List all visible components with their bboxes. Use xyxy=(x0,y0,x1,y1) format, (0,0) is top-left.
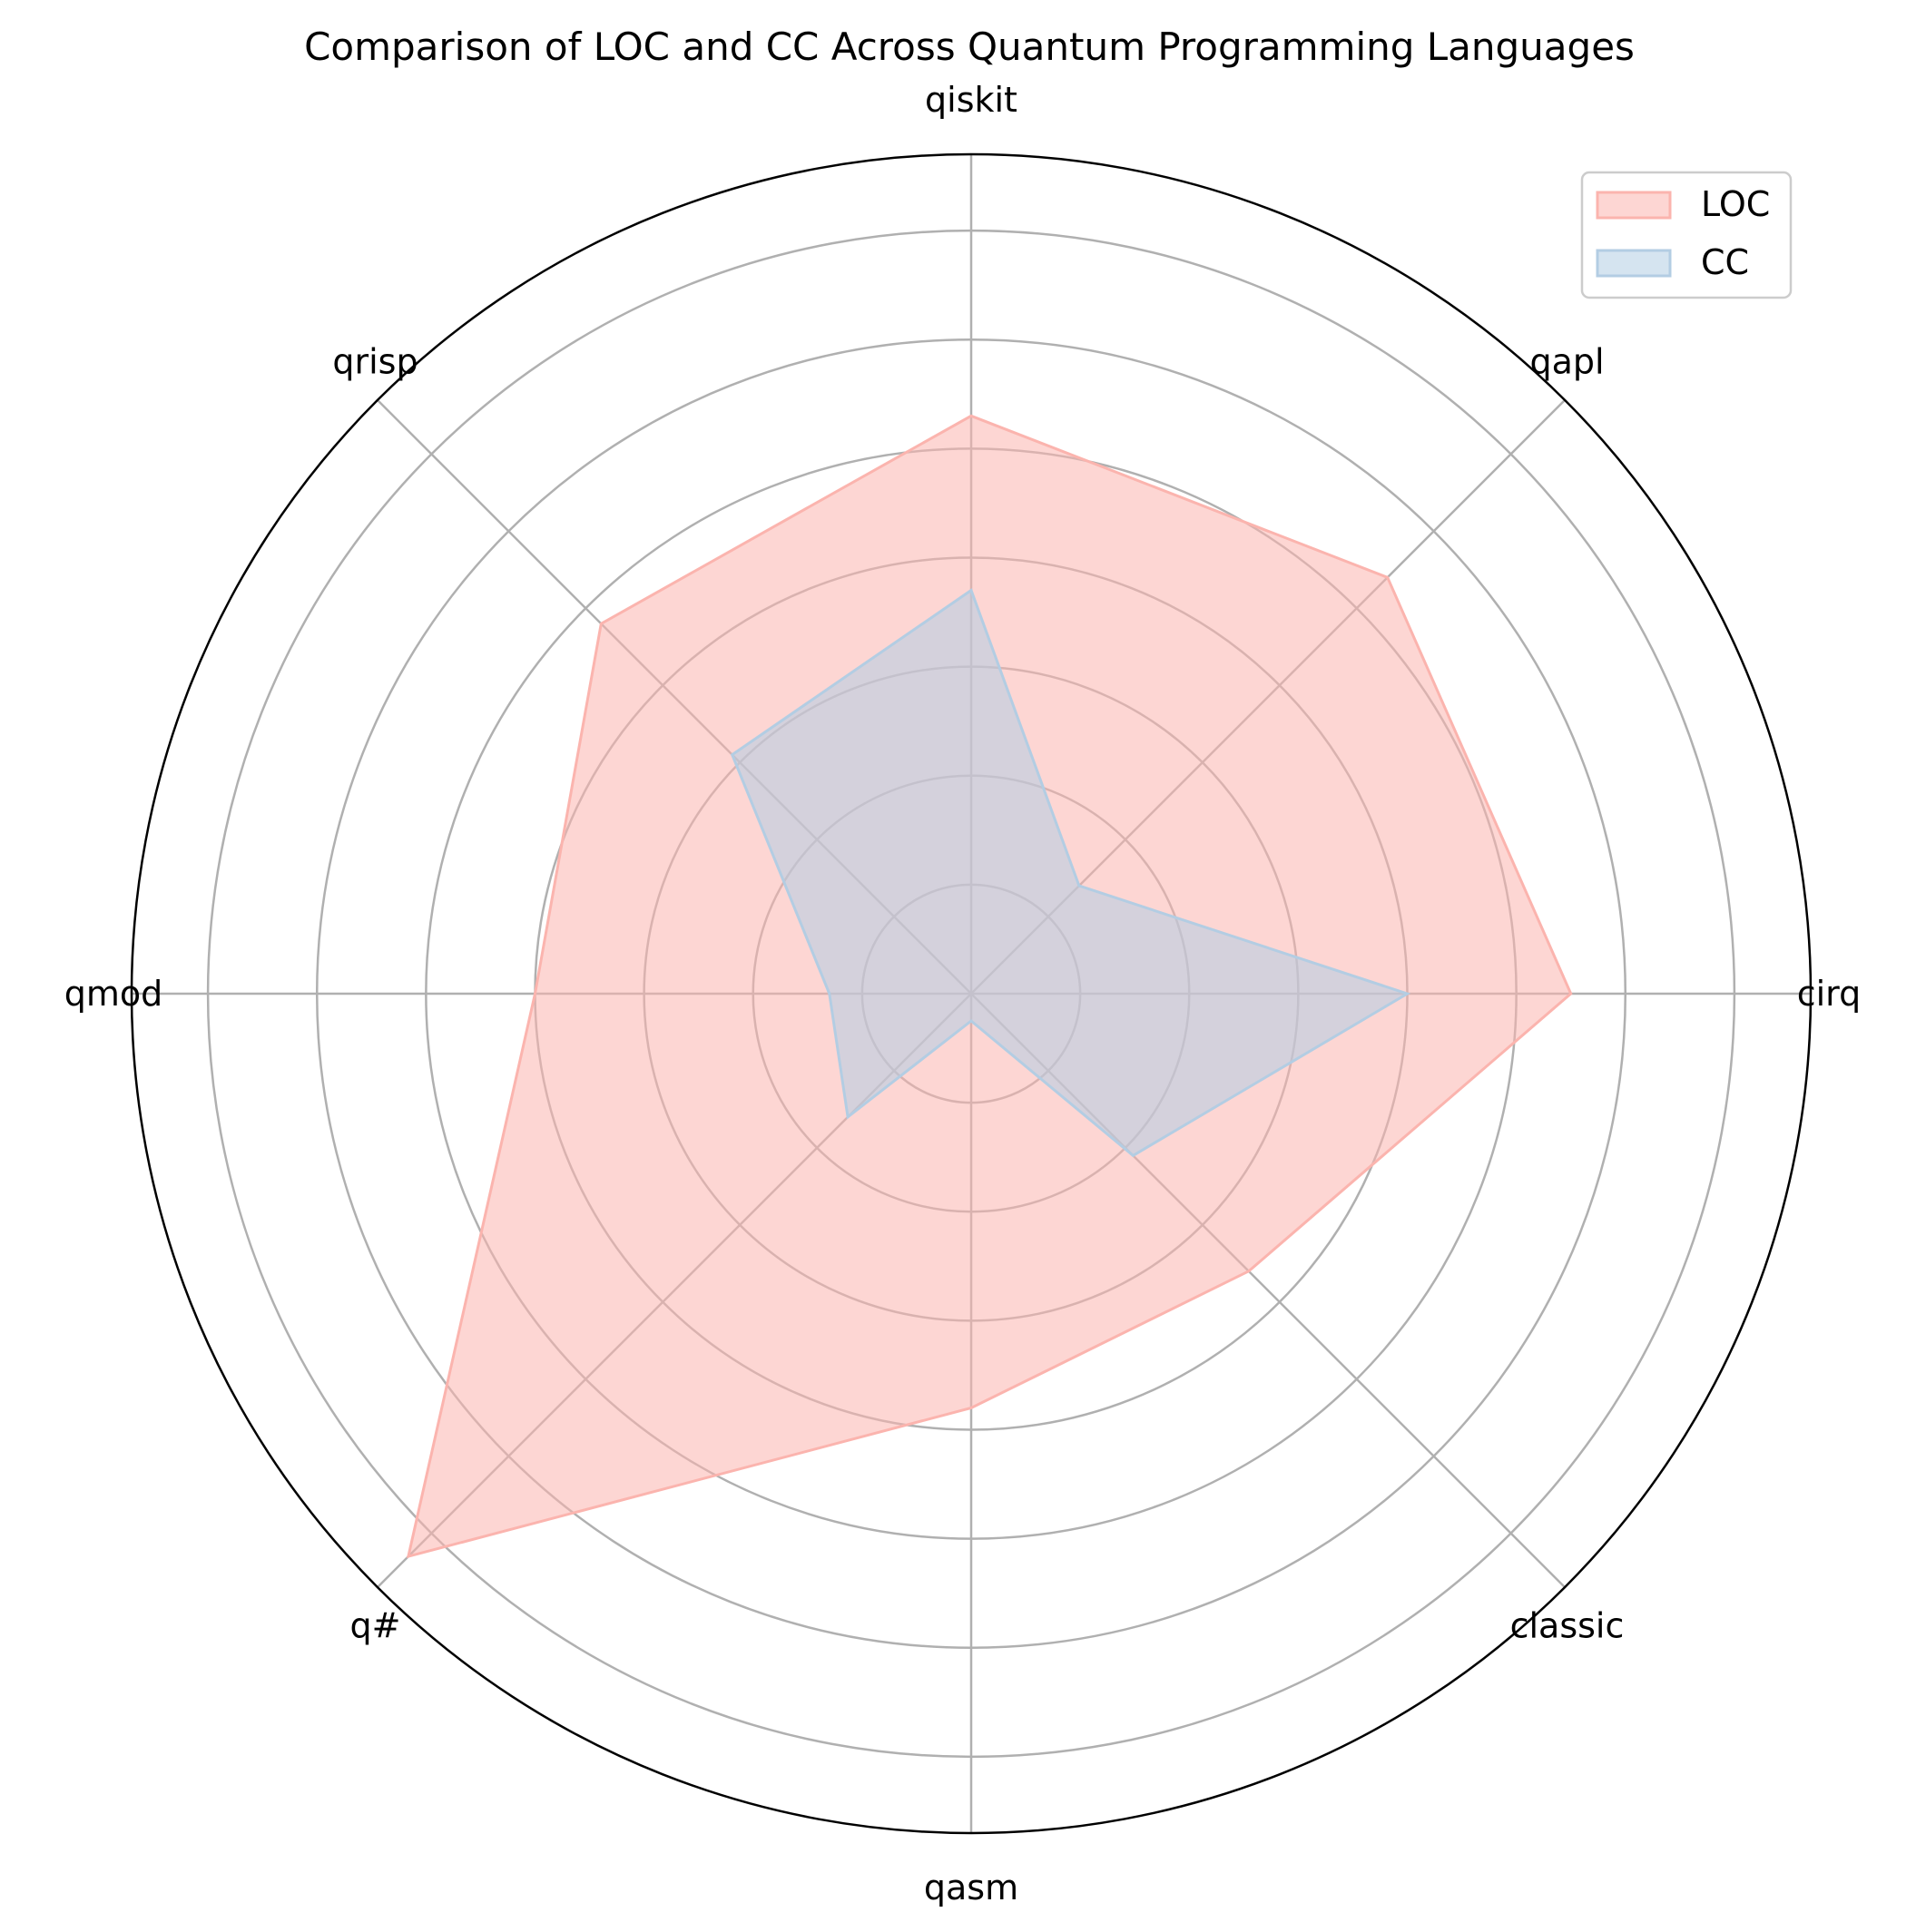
outer-frame xyxy=(130,152,1813,1835)
axis-label-qrisp: qrisp xyxy=(332,341,418,381)
legend-swatch-cc xyxy=(1596,249,1672,278)
axis-label-classic: classic xyxy=(1510,1606,1625,1646)
legend: LOC CC xyxy=(1580,171,1793,299)
legend-label-loc: LOC xyxy=(1701,184,1770,224)
axis-label-qapl: qapl xyxy=(1529,341,1604,381)
legend-swatch-loc xyxy=(1596,191,1672,220)
axis-label-qsharp: q# xyxy=(350,1606,401,1646)
axis-label-qmod: qmod xyxy=(64,974,163,1014)
axis-label-qasm: qasm xyxy=(924,1868,1018,1907)
axis-label-cirq: cirq xyxy=(1797,974,1862,1014)
axis-label-qiskit: qiskit xyxy=(925,80,1017,120)
legend-label-cc: CC xyxy=(1701,242,1749,282)
axis-labels: cirq qapl qiskit qrisp qmod q# qasm classic xyxy=(64,80,1862,1907)
chart-title: Comparison of LOC and CC Across Quantum … xyxy=(304,25,1635,69)
radar-series xyxy=(406,414,1573,1559)
